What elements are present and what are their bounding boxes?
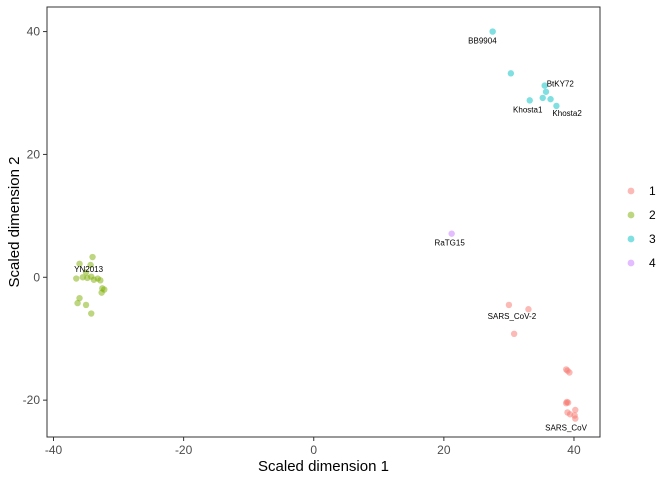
y-tick-label: 20 (27, 147, 41, 161)
data-point-series-3 (541, 82, 548, 89)
data-point-series-1 (505, 301, 513, 309)
data-point-series-2 (76, 260, 83, 267)
data-point-series-3 (547, 95, 554, 103)
point-annotation: BB9904 (468, 37, 497, 46)
x-axis-title: Scaled dimension 1 (258, 458, 389, 475)
data-point-series-3 (539, 94, 546, 102)
data-point-series-1 (572, 406, 579, 414)
legend-label-1: 1 (649, 184, 656, 198)
legend-key-4 (627, 259, 635, 267)
data-point-series-2 (76, 294, 83, 302)
data-point-series-2 (82, 301, 90, 309)
data-point-series-3 (553, 102, 560, 110)
legend-label-2: 2 (649, 208, 656, 222)
y-tick-label: 40 (27, 25, 41, 39)
x-tick-label: -20 (175, 443, 193, 457)
x-tick-label: 40 (567, 443, 581, 457)
point-annotation: YN2013 (74, 265, 103, 274)
point-annotations: BB9904 BtKY72 Khosta1 Khosta2 RaTG15 YN2013 SA… (74, 37, 588, 433)
legend-key-1 (627, 187, 635, 195)
data-point-series-1 (566, 369, 573, 376)
axis-ticks (43, 31, 575, 441)
data-point-series-2 (74, 299, 81, 307)
point-annotation: Khosta1 (513, 105, 543, 114)
data-points (73, 28, 579, 422)
data-point-series-2 (82, 269, 90, 276)
data-point-series-2 (87, 261, 94, 269)
point-annotation: Khosta2 (552, 109, 582, 118)
x-tick-label: -40 (45, 443, 63, 457)
data-point-series-4 (448, 230, 455, 237)
data-point-series-3 (542, 88, 550, 95)
data-point-series-3 (507, 70, 515, 77)
data-point-series-1 (572, 415, 579, 422)
y-tick-label: -20 (23, 393, 41, 407)
y-tick-label: 0 (33, 270, 40, 284)
x-tick-label: 0 (310, 443, 317, 457)
data-point-series-2 (88, 310, 95, 317)
x-tick-label: 20 (437, 443, 451, 457)
data-point-series-1 (562, 400, 570, 407)
data-point-series-1 (510, 330, 518, 337)
data-point-series-2 (97, 277, 104, 284)
data-point-series-3 (526, 97, 533, 104)
point-annotation: SARS_CoV (545, 423, 587, 432)
plot-panel-border (46, 6, 601, 438)
tick-labels: -40 -20 0 20 40 -20 0 20 40 (23, 25, 581, 457)
legend-key-2 (627, 211, 635, 219)
point-annotation: SARS_CoV-2 (488, 312, 537, 321)
y-axis-title: Scaled dimension 2 (6, 157, 23, 288)
point-annotation: RaTG15 (435, 239, 466, 248)
point-annotation: BtKY72 (547, 80, 575, 89)
data-point-series-2 (98, 289, 105, 296)
data-point-series-2 (73, 275, 80, 282)
data-point-series-2 (89, 253, 96, 261)
legend-label-4: 4 (649, 256, 656, 270)
data-point-series-3 (489, 28, 496, 35)
legend-key-3 (627, 235, 635, 243)
legend-label-3: 3 (649, 232, 656, 246)
data-point-series-1 (525, 306, 532, 313)
legend: 1 2 3 4 (627, 184, 656, 270)
